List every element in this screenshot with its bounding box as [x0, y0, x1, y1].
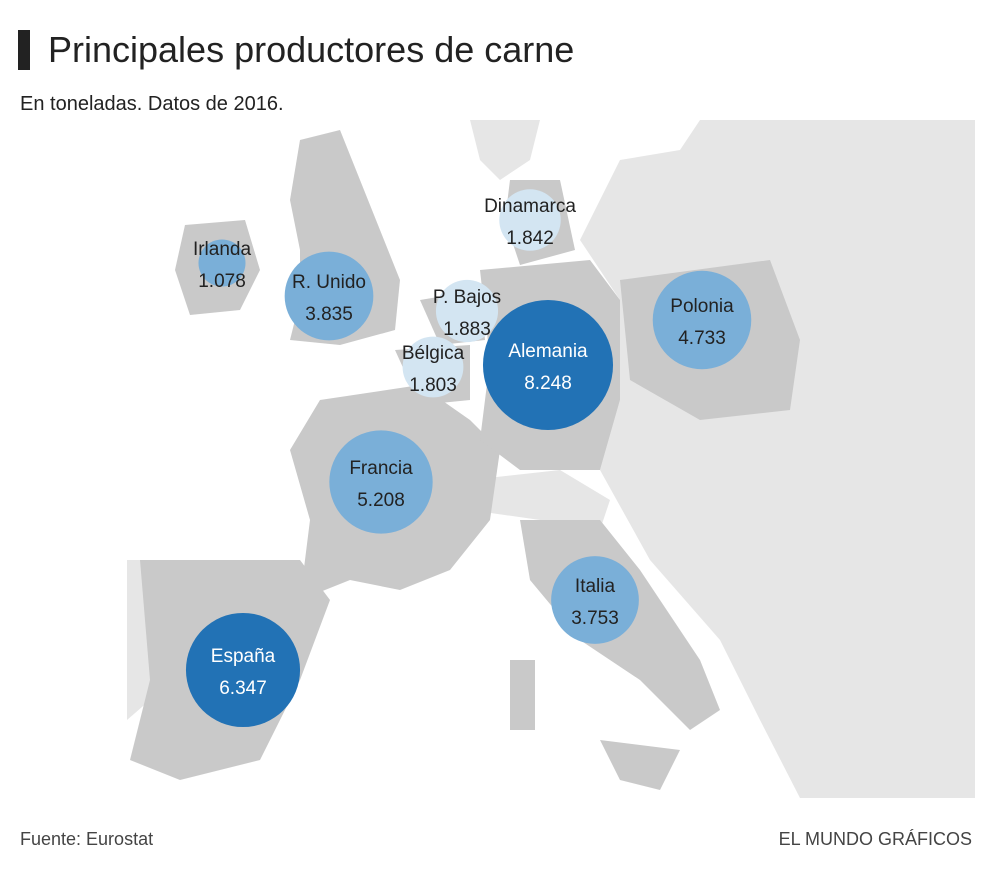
bubble	[435, 279, 499, 343]
country-name: P. Bajos	[433, 287, 501, 308]
bubble	[482, 299, 614, 431]
value-label: 3.753	[571, 608, 619, 629]
country-name: Italia	[575, 576, 616, 597]
bubble	[198, 239, 246, 287]
subtitle: En toneladas. Datos de 2016.	[20, 93, 284, 115]
bubble	[402, 336, 464, 398]
country-name: Dinamarca	[484, 196, 576, 217]
value-label: 1.078	[198, 271, 246, 292]
bubble	[499, 189, 561, 251]
source: Fuente: Eurostat	[20, 829, 153, 849]
country-name: Alemania	[508, 341, 588, 362]
country-name: R. Unido	[292, 272, 366, 293]
country-name: Bélgica	[402, 343, 465, 364]
bubbles: Irlanda 1.078 R. Unido 3.835 Dinamarca 1.842 P…	[185, 189, 752, 728]
bubble	[284, 251, 374, 341]
value-label: 3.835	[305, 304, 353, 325]
value-label: 8.248	[524, 373, 572, 394]
value-label: 1.803	[409, 375, 457, 396]
value-label: 1.883	[443, 319, 491, 340]
bubble	[185, 612, 301, 728]
country-name: España	[211, 646, 276, 667]
country-name: Polonia	[670, 296, 734, 317]
title-bar	[18, 30, 30, 70]
bubble	[329, 430, 433, 534]
value-label: 1.842	[506, 228, 554, 249]
title: Principales productores de carne	[48, 29, 574, 70]
country-name: Francia	[349, 458, 413, 479]
credit: EL MUNDO GRÁFICOS	[779, 829, 972, 849]
bubble	[652, 270, 752, 370]
value-label: 6.347	[219, 678, 267, 699]
value-label: 5.208	[357, 490, 405, 511]
country-name: Irlanda	[193, 239, 252, 260]
bubble	[551, 556, 639, 644]
value-label: 4.733	[678, 328, 726, 349]
